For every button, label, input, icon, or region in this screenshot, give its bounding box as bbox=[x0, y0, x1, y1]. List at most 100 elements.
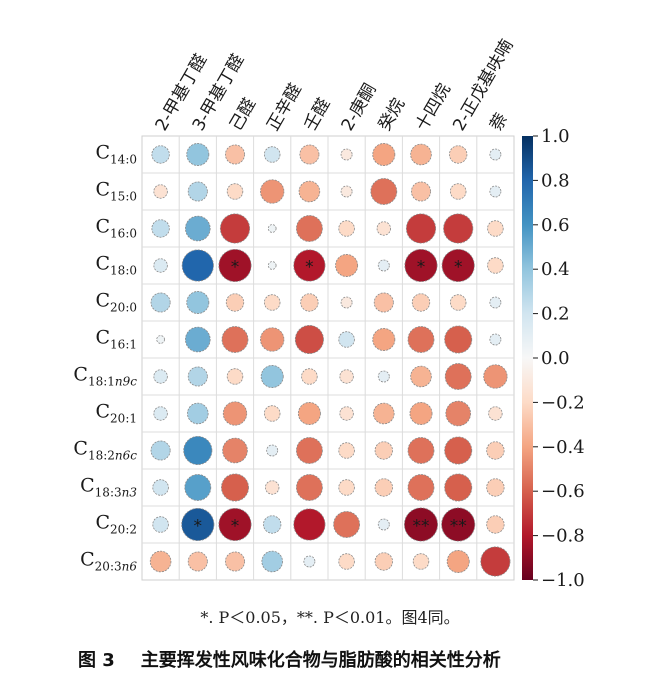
correlation-circle bbox=[338, 331, 355, 348]
correlation-circle bbox=[226, 368, 244, 385]
correlation-circle bbox=[225, 293, 245, 312]
correlation-circle bbox=[483, 364, 508, 389]
correlation-circle bbox=[184, 474, 212, 501]
correlation-circle bbox=[301, 368, 318, 385]
correlation-circle bbox=[410, 143, 432, 166]
correlation-circle bbox=[263, 405, 281, 422]
correlation-circle bbox=[407, 474, 435, 501]
correlation-circle bbox=[299, 144, 320, 165]
correlation-circle bbox=[219, 213, 251, 244]
correlation-circle bbox=[149, 550, 172, 573]
correlation-circle bbox=[377, 259, 390, 272]
correlation-circle bbox=[340, 148, 353, 161]
column-label: 癸烷 bbox=[375, 95, 409, 134]
correlation-circle bbox=[407, 326, 435, 353]
correlation-circle bbox=[410, 365, 432, 388]
colorbar-tick-label: 1.0 bbox=[541, 126, 570, 147]
column-label: 己醛 bbox=[226, 95, 260, 134]
correlation-circle bbox=[296, 437, 323, 464]
correlation-circle bbox=[444, 436, 473, 465]
correlation-circle bbox=[487, 220, 504, 237]
correlation-circle bbox=[405, 213, 437, 244]
correlation-circle bbox=[265, 480, 280, 495]
colorbar bbox=[522, 136, 533, 580]
row-label: C18:3n3 bbox=[80, 475, 137, 500]
correlation-circle bbox=[373, 402, 395, 425]
correlation-circle bbox=[297, 402, 321, 425]
colorbar-tick-label: 0.0 bbox=[541, 348, 570, 369]
correlation-circle bbox=[221, 326, 249, 353]
correlation-circle bbox=[300, 293, 319, 312]
correlation-circle bbox=[153, 406, 168, 421]
correlation-circle bbox=[486, 441, 505, 460]
colorbar-tick-label: 0.6 bbox=[541, 215, 570, 236]
correlation-circle bbox=[449, 294, 467, 311]
significance-mark: * bbox=[417, 258, 426, 278]
correlation-circle bbox=[377, 370, 390, 383]
correlation-circle bbox=[225, 551, 245, 572]
correlation-circle bbox=[441, 507, 476, 542]
correlation-circle bbox=[409, 402, 433, 425]
correlation-circle bbox=[152, 479, 169, 496]
significance-mark: ** bbox=[413, 517, 430, 537]
correlation-circle bbox=[298, 180, 321, 203]
correlation-circle bbox=[187, 551, 208, 572]
correlation-circle bbox=[218, 507, 252, 542]
correlation-circle bbox=[411, 181, 431, 202]
correlation-circle bbox=[187, 366, 208, 387]
correlation-circle bbox=[186, 291, 210, 314]
significance-mark: * bbox=[231, 258, 240, 278]
correlation-circle bbox=[335, 254, 359, 277]
correlation-circle bbox=[187, 181, 208, 202]
correlation-circle bbox=[412, 553, 430, 570]
correlation-circle bbox=[156, 335, 165, 344]
correlation-circle bbox=[151, 219, 170, 238]
correlation-circle bbox=[489, 148, 502, 161]
correlation-circle bbox=[186, 143, 210, 166]
correlation-circle bbox=[333, 511, 360, 538]
correlation-circle bbox=[488, 406, 503, 421]
colorbar-tick-label: −0.6 bbox=[541, 481, 585, 502]
correlation-circle bbox=[411, 293, 431, 312]
correlation-circle bbox=[153, 369, 168, 384]
row-label: C14:0 bbox=[96, 142, 138, 167]
correlation-circle bbox=[293, 508, 326, 541]
correlation-circle bbox=[340, 185, 353, 198]
row-label: C16:0 bbox=[96, 216, 138, 241]
colorbar-tick-label: −0.4 bbox=[541, 437, 585, 458]
correlation-circle bbox=[374, 552, 393, 571]
colorbar-tick-label: −0.2 bbox=[541, 392, 585, 413]
correlation-circle bbox=[444, 325, 473, 354]
correlation-circle bbox=[443, 213, 474, 244]
correlation-circle bbox=[445, 400, 471, 427]
correlation-circle bbox=[152, 516, 169, 533]
significance-mark: * bbox=[231, 517, 240, 537]
column-label: 壬醛 bbox=[300, 95, 334, 134]
colorbar-tick-label: 0.4 bbox=[541, 259, 570, 280]
correlation-circle bbox=[150, 440, 171, 461]
correlation-circle bbox=[446, 550, 470, 573]
figure-number: 图 3 bbox=[78, 650, 115, 671]
correlation-circle bbox=[153, 184, 168, 199]
row-label: C20:0 bbox=[96, 290, 138, 315]
correlation-circle bbox=[260, 327, 285, 352]
column-label: 2-庚酮 bbox=[338, 80, 381, 134]
significance-footnote: *. P＜0.05，**. P＜0.01。图4同。 bbox=[200, 608, 460, 627]
correlation-circle bbox=[338, 442, 355, 459]
correlation-circle bbox=[183, 435, 213, 466]
correlation-circle bbox=[266, 444, 279, 457]
row-label: C18:2n6c bbox=[73, 438, 137, 463]
correlation-circle bbox=[449, 145, 468, 164]
colorbar-tick-label: −0.8 bbox=[541, 526, 585, 547]
row-label: C20:2 bbox=[96, 512, 138, 537]
correlation-circle bbox=[376, 221, 391, 236]
row-label: C18:1n9c bbox=[73, 364, 137, 389]
correlation-circle bbox=[187, 402, 209, 425]
correlation-circle bbox=[153, 258, 168, 273]
correlation-circle bbox=[261, 550, 283, 573]
correlation-circle bbox=[403, 507, 439, 542]
correlation-circle bbox=[480, 546, 511, 577]
correlation-circle bbox=[374, 441, 393, 460]
figure-title: 主要挥发性风味化合物与脂肪酸的相关性分析 bbox=[140, 650, 501, 671]
row-label: C20:1 bbox=[96, 401, 138, 426]
